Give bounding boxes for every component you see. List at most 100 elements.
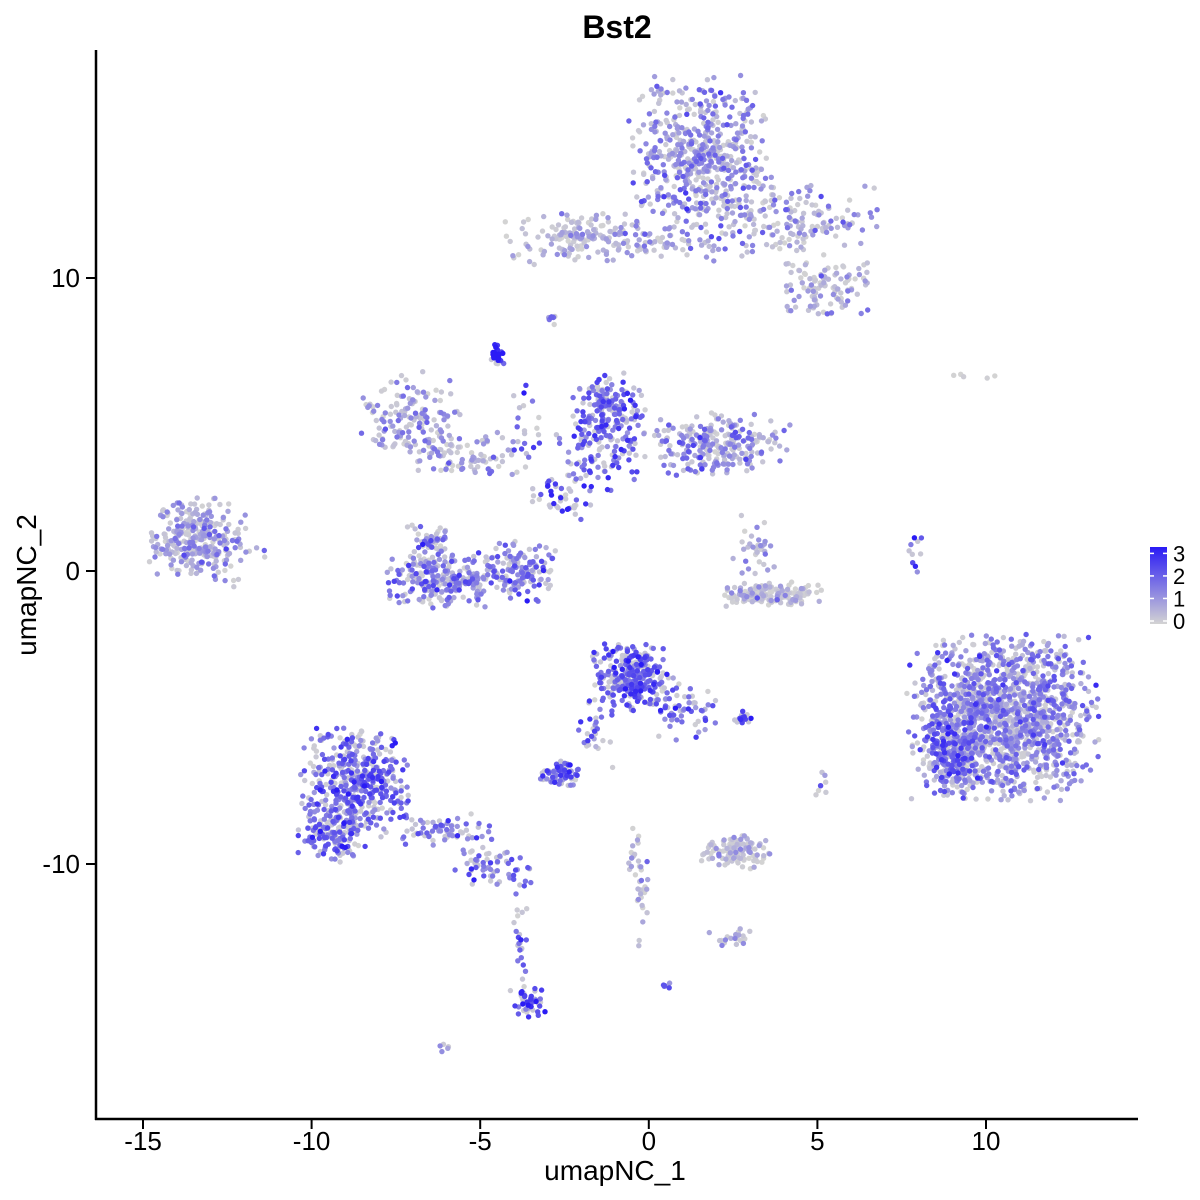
data-point — [823, 229, 830, 235]
data-point — [309, 780, 315, 787]
data-point — [635, 886, 641, 892]
data-point — [194, 495, 200, 501]
data-point — [642, 453, 648, 460]
data-point — [430, 573, 436, 580]
data-point — [673, 161, 679, 168]
data-point — [985, 662, 991, 668]
data-point — [480, 441, 487, 447]
data-point — [950, 661, 956, 668]
data-point — [733, 849, 739, 856]
data-point — [763, 155, 769, 161]
data-point — [376, 441, 383, 447]
data-point — [464, 442, 470, 448]
data-point — [689, 96, 695, 103]
data-point — [438, 467, 444, 473]
data-point — [194, 511, 201, 517]
data-point — [330, 763, 337, 769]
data-point — [981, 651, 987, 657]
data-point — [549, 236, 555, 242]
data-point — [432, 397, 438, 403]
data-point — [696, 132, 703, 138]
data-point — [591, 657, 597, 663]
data-point — [967, 657, 973, 663]
data-point — [1011, 664, 1018, 671]
data-point — [725, 167, 732, 174]
data-point — [1021, 787, 1027, 793]
data-point — [674, 99, 680, 105]
data-point — [382, 410, 388, 416]
data-point — [612, 231, 618, 237]
data-point — [748, 134, 754, 140]
data-point — [856, 265, 862, 272]
data-point — [968, 632, 975, 638]
data-point — [603, 379, 609, 386]
data-point — [740, 940, 747, 947]
data-point — [772, 440, 778, 446]
data-point — [176, 531, 182, 537]
data-point — [222, 567, 228, 574]
data-point — [354, 748, 360, 755]
data-point — [573, 231, 580, 237]
data-point — [726, 94, 732, 100]
data-point — [494, 429, 501, 436]
data-point — [633, 223, 639, 229]
data-point — [702, 221, 709, 227]
data-point — [858, 310, 864, 317]
data-point — [1009, 793, 1015, 799]
data-point — [1003, 701, 1010, 707]
data-point — [788, 230, 794, 236]
data-point — [1016, 789, 1022, 795]
data-point — [369, 740, 376, 746]
data-point — [788, 287, 794, 293]
data-point — [399, 430, 406, 436]
data-point — [675, 124, 681, 130]
data-point — [733, 941, 740, 948]
data-point — [593, 212, 600, 218]
data-point — [579, 231, 586, 237]
data-point — [751, 231, 757, 237]
data-point — [712, 720, 718, 726]
data-point — [686, 700, 692, 706]
data-point — [659, 234, 666, 241]
data-point — [915, 766, 921, 772]
data-point — [665, 202, 672, 208]
data-point — [1074, 731, 1080, 737]
data-point — [698, 242, 705, 248]
data-point — [1010, 675, 1017, 682]
data-point — [154, 571, 160, 577]
data-point — [538, 576, 544, 582]
data-point — [749, 248, 756, 255]
data-point — [1034, 664, 1041, 670]
data-point — [692, 452, 698, 459]
data-point — [500, 587, 507, 593]
data-point — [514, 555, 520, 562]
chart-title: Bst2 — [582, 9, 651, 45]
data-point — [570, 413, 576, 419]
data-point — [856, 271, 863, 278]
data-point — [807, 303, 814, 309]
data-point — [386, 588, 393, 594]
data-point — [724, 153, 730, 159]
data-point — [724, 161, 730, 167]
data-point — [966, 744, 972, 750]
data-point — [910, 714, 917, 720]
data-point — [427, 454, 433, 460]
data-point — [629, 135, 636, 141]
data-point — [555, 505, 561, 511]
data-point — [988, 788, 995, 794]
data-point — [464, 860, 470, 867]
data-point — [920, 705, 927, 711]
data-point — [737, 456, 743, 462]
data-point — [833, 215, 839, 221]
data-point — [749, 590, 755, 596]
data-point — [678, 713, 685, 719]
data-point — [1070, 732, 1076, 738]
data-point — [756, 842, 762, 849]
data-point — [220, 514, 226, 521]
data-point — [1053, 762, 1060, 768]
data-point — [349, 815, 355, 821]
data-point — [635, 896, 642, 903]
data-point — [658, 185, 664, 191]
data-point — [823, 225, 829, 231]
data-point — [651, 91, 657, 97]
